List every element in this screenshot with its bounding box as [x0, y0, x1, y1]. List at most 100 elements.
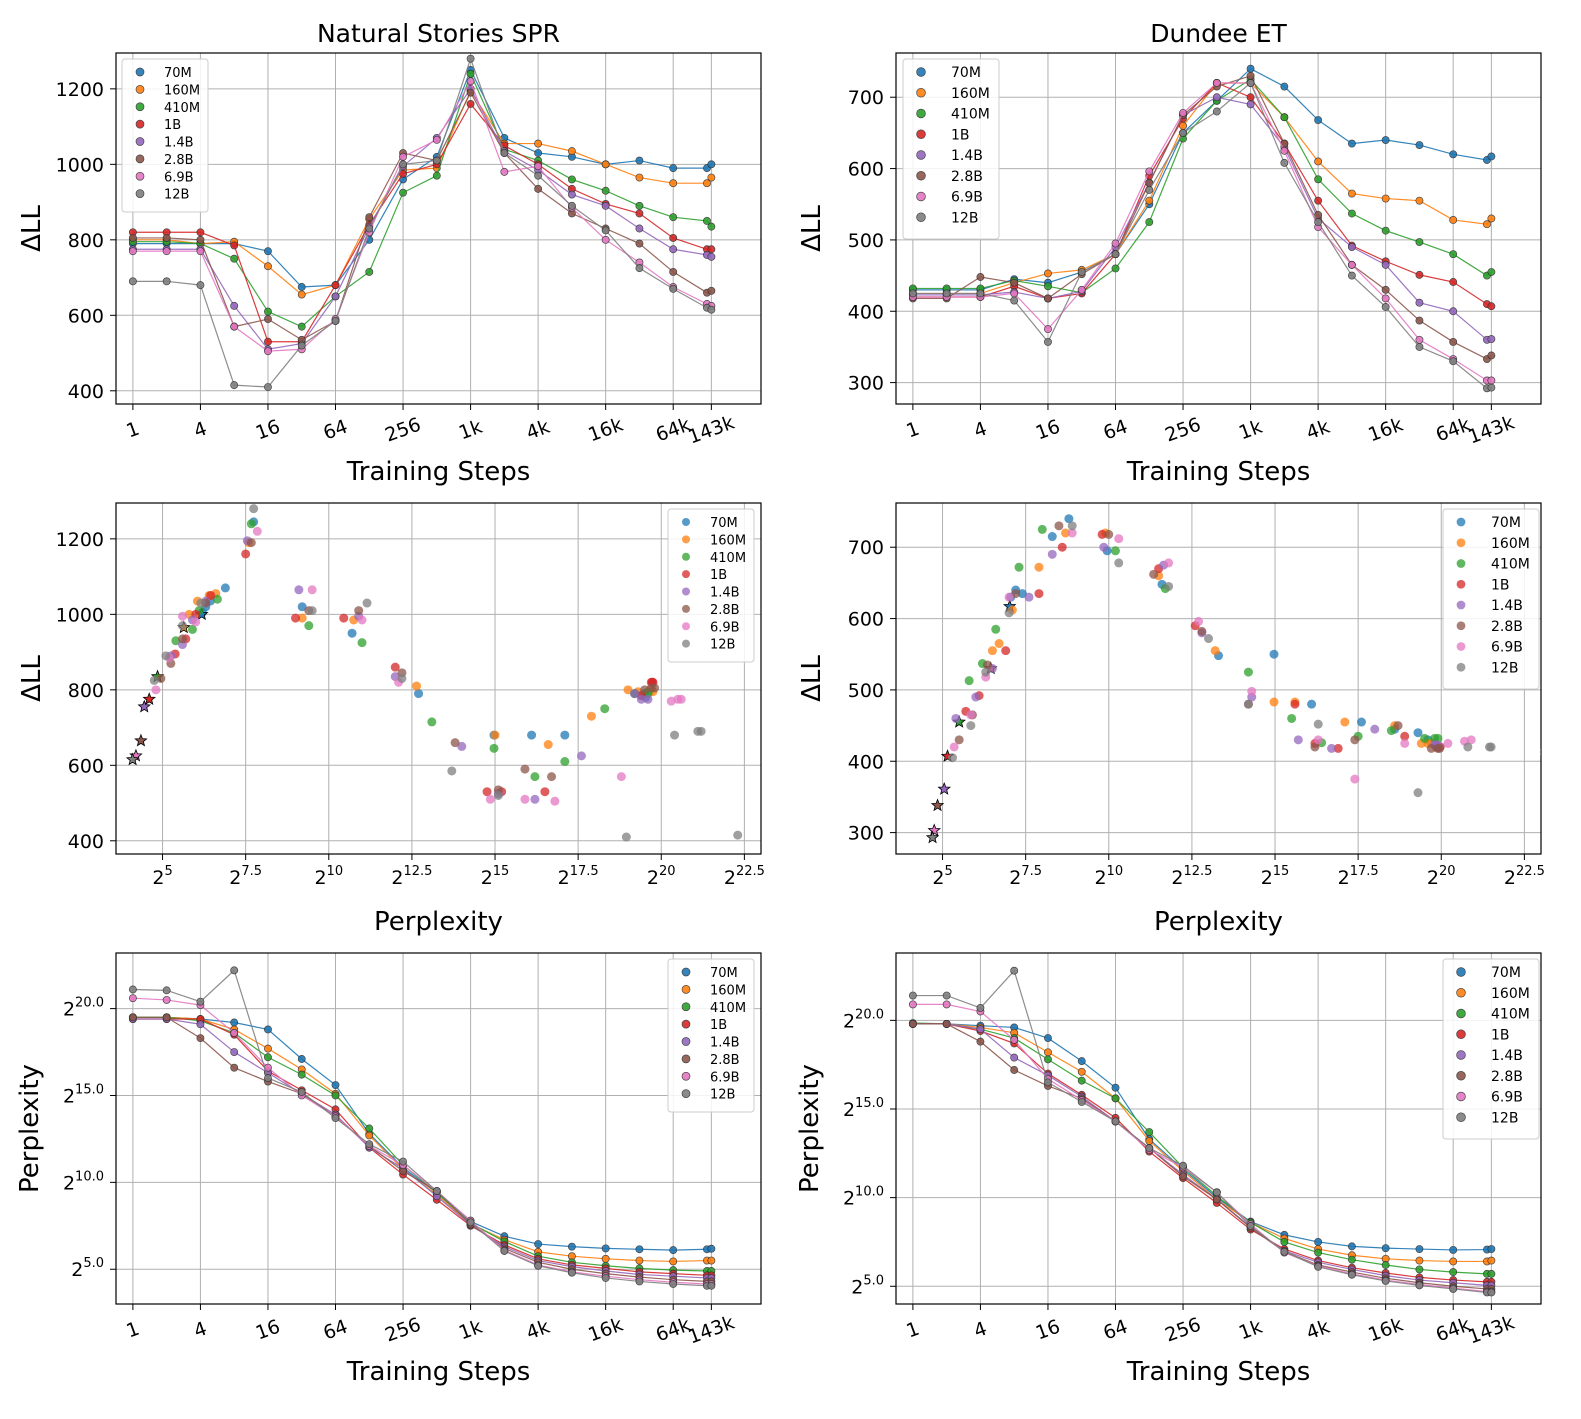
data-point	[220, 583, 230, 593]
y-axis-title: Perplexity	[15, 1064, 45, 1193]
data-point	[1246, 64, 1255, 73]
x-tick-label: 210	[314, 864, 343, 889]
legend-label: 2.8B	[1491, 1069, 1523, 1085]
data-point	[534, 162, 543, 171]
legend: 70M 160M 410M 1B 1.4B 2.8B 6.9B 12B	[902, 58, 1000, 240]
legend-marker	[135, 171, 145, 181]
legend: 70M 160M 410M 1B 1.4B 2.8B 6.9B 12B	[667, 958, 755, 1113]
data-point	[1204, 634, 1214, 644]
data-point	[161, 651, 171, 661]
data-point	[304, 621, 314, 631]
legend-marker	[1456, 1050, 1466, 1060]
legend-marker	[1456, 621, 1466, 631]
data-point	[908, 289, 917, 298]
data-point	[1314, 1238, 1323, 1246]
x-tick-label: 222.5	[1504, 864, 1545, 889]
y-axis-title: Perplexity	[795, 1064, 825, 1193]
data-point	[1212, 79, 1221, 87]
legend-marker	[681, 1071, 691, 1081]
legend-marker	[681, 1002, 691, 1012]
final-checkpoint-star	[125, 752, 140, 766]
data-point	[601, 1244, 610, 1253]
data-point	[1210, 646, 1220, 656]
data-point	[489, 743, 499, 753]
legend-label: 6.9B	[951, 190, 983, 206]
x-tick-label: 143k	[685, 412, 737, 449]
x-tick-label: 1	[903, 1318, 922, 1343]
legend-label: 1.4B	[1491, 598, 1523, 614]
series-6-9b	[927, 528, 1476, 837]
data-point	[534, 171, 543, 180]
legend-item-2-8b: 2.8B	[135, 153, 194, 168]
data-point	[1487, 268, 1496, 276]
data-point	[1149, 569, 1159, 579]
plot-frame	[895, 952, 1542, 1305]
data-point	[297, 341, 306, 350]
data-point	[981, 667, 991, 677]
data-point	[241, 549, 251, 559]
data-point	[1356, 717, 1366, 727]
data-point	[703, 179, 711, 188]
series-line	[132, 79, 712, 352]
x-axis-title: Training Steps	[346, 457, 531, 487]
data-point	[1290, 699, 1300, 709]
legend-marker	[916, 171, 926, 181]
data-point	[994, 639, 1004, 649]
series-160m	[177, 538, 658, 750]
data-point	[297, 283, 306, 291]
x-tick-label: 256	[1162, 1313, 1204, 1346]
legend-item-6-9b: 6.9B	[916, 190, 983, 206]
data-point	[1426, 743, 1436, 753]
data-point	[1413, 728, 1423, 738]
data-point	[1034, 562, 1044, 572]
legend-frame	[1442, 958, 1540, 1140]
data-point	[550, 796, 560, 806]
legend: 70M 160M 410M 1B 1.4B 2.8B 6.9B 12B	[1442, 508, 1540, 690]
legend-item-12b: 12B	[1456, 1110, 1518, 1126]
data-point	[908, 1019, 917, 1028]
plot-frame	[895, 502, 1542, 855]
data-point	[264, 307, 272, 316]
legend-marker	[916, 191, 926, 202]
data-point	[399, 1157, 407, 1166]
x-tick-label: 143k	[1465, 412, 1517, 449]
legend-label: 1.4B	[951, 148, 983, 164]
legend-frame	[667, 508, 755, 663]
data-point	[976, 1004, 985, 1012]
data-point	[703, 217, 711, 225]
data-point	[534, 184, 543, 193]
legend: 70M 160M 410M 1B 1.4B 2.8B 6.9B 12B	[1442, 958, 1540, 1140]
data-point	[1246, 100, 1255, 109]
data-point	[1212, 93, 1221, 102]
x-tick-label: 4k	[524, 416, 553, 445]
x-axis-title: Training Steps	[1126, 1357, 1311, 1387]
x-tick-label: 27.5	[1009, 864, 1042, 889]
data-point	[635, 173, 644, 182]
legend-label: 1.4B	[710, 1036, 740, 1051]
legend-item-410m: 410M	[1456, 557, 1530, 573]
legend-marker	[1456, 967, 1466, 977]
data-point	[297, 602, 307, 612]
data-point	[490, 730, 500, 740]
x-tick-label: 1k	[456, 1316, 485, 1345]
data-point	[1246, 1222, 1255, 1230]
series-line	[132, 89, 712, 296]
series-line	[132, 68, 712, 288]
y-tick-label: 215.0	[63, 1082, 104, 1107]
y-tick-label: 600	[848, 159, 884, 181]
data-point	[1179, 1172, 1187, 1181]
data-point	[520, 794, 530, 804]
legend-marker	[682, 639, 690, 648]
x-tick-label: 215	[1261, 864, 1290, 889]
data-point	[1314, 218, 1323, 227]
series-70m	[128, 66, 716, 291]
data-point	[1145, 186, 1154, 194]
data-point	[666, 696, 676, 706]
data-point	[1246, 71, 1255, 80]
data-point	[264, 1044, 272, 1053]
y-tick-label: 215.0	[843, 1096, 884, 1121]
data-point	[693, 726, 703, 736]
x-axis-title: Perplexity	[374, 907, 503, 937]
data-point	[1487, 1256, 1496, 1265]
legend-item-70m: 70M	[681, 966, 738, 981]
